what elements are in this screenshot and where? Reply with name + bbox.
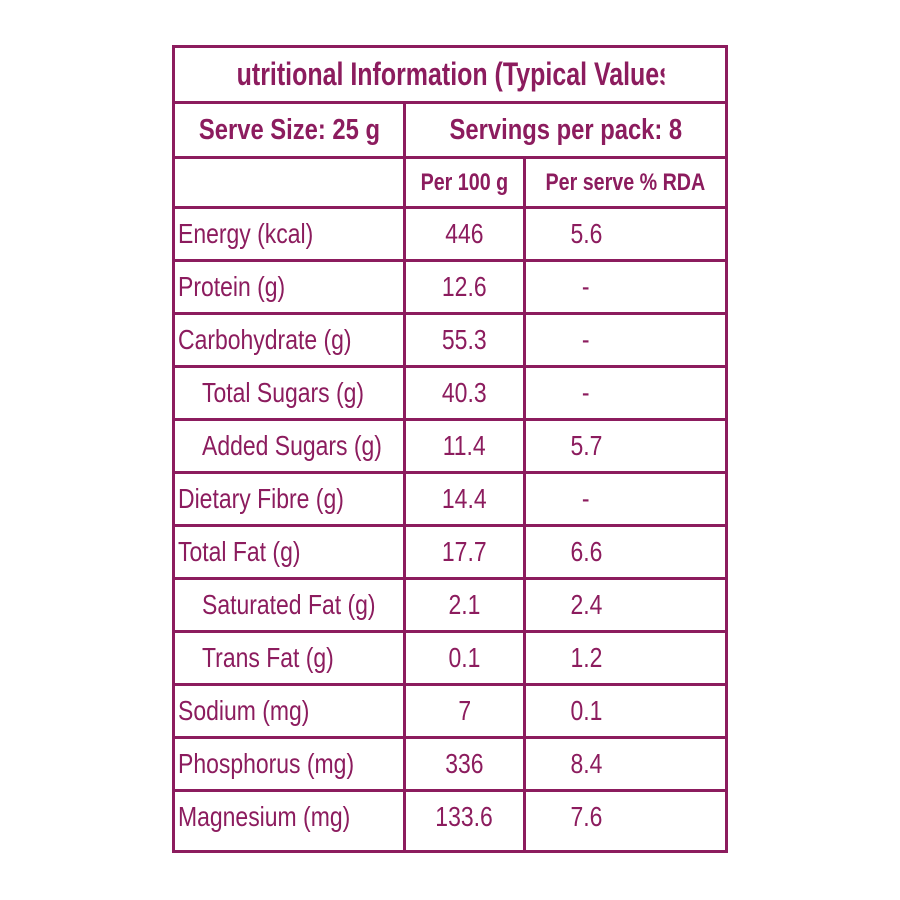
column-header-per-100g: Per 100 g <box>406 159 523 206</box>
value-rda-text: - <box>582 324 590 355</box>
row-divider <box>175 365 725 368</box>
column-header-rda: Per serve % RDA <box>526 159 725 206</box>
value-per-100g-text: 14.4 <box>442 483 487 514</box>
serve-column-divider <box>403 101 406 156</box>
value-per-100g: 133.6 <box>406 792 523 842</box>
column-header-divider <box>175 206 725 209</box>
value-per-100g-text: 7 <box>458 695 471 726</box>
value-rda-text: 5.7 <box>570 430 602 461</box>
nutrient-name: Total Fat (g) <box>178 527 403 577</box>
row-divider <box>175 630 725 633</box>
value-rda: - <box>526 262 646 312</box>
nutrient-name-text: Sodium (mg) <box>178 695 310 726</box>
value-per-100g-text: 12.6 <box>442 271 487 302</box>
row-divider <box>175 418 725 421</box>
nutrient-name-text: Total Fat (g) <box>178 536 301 567</box>
value-per-100g-text: 0.1 <box>448 642 481 673</box>
value-per-100g-text: 336 <box>445 748 484 779</box>
value-rda: 5.6 <box>526 209 646 259</box>
nutrient-name: Magnesium (mg) <box>178 792 403 842</box>
serve-divider <box>175 156 725 159</box>
value-rda-text: - <box>582 483 590 514</box>
row-divider <box>175 577 725 580</box>
value-per-100g: 336 <box>406 739 523 789</box>
servings-per-pack-text: Servings per pack: 8 <box>449 113 682 146</box>
value-rda-text: 1.2 <box>570 642 602 673</box>
row-divider <box>175 524 725 527</box>
nutrient-name-text: Total Sugars (g) <box>202 377 365 408</box>
value-per-100g: 2.1 <box>406 580 523 630</box>
value-rda: 8.4 <box>526 739 646 789</box>
value-rda-text: 8.4 <box>570 748 602 779</box>
column-header-per-100g-text: Per 100 g <box>420 168 509 196</box>
value-rda: - <box>526 474 646 524</box>
value-rda: 6.6 <box>526 527 646 577</box>
value-per-100g: 7 <box>406 686 523 736</box>
nutrient-name: Trans Fat (g) <box>178 633 403 683</box>
value-rda: 7.6 <box>526 792 646 842</box>
title-divider <box>175 101 725 104</box>
value-rda-text: 7.6 <box>570 801 602 832</box>
value-rda: 1.2 <box>526 633 646 683</box>
row-divider <box>175 736 725 739</box>
value-rda-text: 2.4 <box>570 589 602 620</box>
value-rda-text: 6.6 <box>570 536 602 567</box>
column-header-rda-text: Per serve % RDA <box>545 168 706 196</box>
nutrient-name-text: Trans Fat (g) <box>202 642 334 673</box>
value-per-100g: 12.6 <box>406 262 523 312</box>
value-rda-text: - <box>582 271 590 302</box>
serve-size-text: Serve Size: 25 g <box>198 113 380 146</box>
value-per-100g-text: 17.7 <box>442 536 487 567</box>
value-per-100g-text: 11.4 <box>442 430 486 461</box>
value-per-100g: 55.3 <box>406 315 523 365</box>
nutrition-table <box>172 45 728 853</box>
row-divider <box>175 683 725 686</box>
servings-per-pack: Servings per pack: 8 <box>406 104 725 156</box>
nutrient-name: Energy (kcal) <box>178 209 403 259</box>
nutrient-name-text: Protein (g) <box>178 271 286 302</box>
nutrient-name-text: Dietary Fibre (g) <box>178 483 344 514</box>
value-per-100g: 11.4 <box>406 421 523 471</box>
value-per-100g-text: 446 <box>445 218 484 249</box>
value-rda: - <box>526 368 646 418</box>
row-divider <box>175 259 725 262</box>
value-per-100g-text: 40.3 <box>442 377 487 408</box>
nutrient-name-text: Carbohydrate (g) <box>178 324 352 355</box>
value-per-100g: 17.7 <box>406 527 523 577</box>
value-per-100g: 0.1 <box>406 633 523 683</box>
value-rda-text: 5.6 <box>570 218 602 249</box>
row-divider <box>175 789 725 792</box>
nutrient-name: Total Sugars (g) <box>178 368 403 418</box>
value-rda: 2.4 <box>526 580 646 630</box>
table-title: Nutritional Information (Typical Values) <box>235 55 665 92</box>
value-rda-text: 0.1 <box>570 695 602 726</box>
nutrient-name-text: Phosphorus (mg) <box>178 748 355 779</box>
rda-column-divider <box>523 156 526 850</box>
row-divider <box>175 471 725 474</box>
value-per-100g-text: 2.1 <box>448 589 481 620</box>
value-per-100g: 14.4 <box>406 474 523 524</box>
nutrient-name: Protein (g) <box>178 262 403 312</box>
nutrient-name: Carbohydrate (g) <box>178 315 403 365</box>
nutrient-name-text: Energy (kcal) <box>178 218 314 249</box>
nutrient-name: Saturated Fat (g) <box>178 580 403 630</box>
nutrient-name-text: Saturated Fat (g) <box>202 589 376 620</box>
serve-size: Serve Size: 25 g <box>175 104 403 156</box>
nutrient-name: Added Sugars (g) <box>178 421 403 471</box>
value-rda-text: - <box>582 377 590 408</box>
row-divider <box>175 312 725 315</box>
value-per-100g: 40.3 <box>406 368 523 418</box>
value-per-100g: 446 <box>406 209 523 259</box>
nutrient-name: Dietary Fibre (g) <box>178 474 403 524</box>
nutrient-name: Phosphorus (mg) <box>178 739 403 789</box>
nutrient-name-text: Added Sugars (g) <box>202 430 382 461</box>
value-rda: - <box>526 315 646 365</box>
value-rda: 5.7 <box>526 421 646 471</box>
value-per-100g-text: 133.6 <box>435 801 494 832</box>
value-rda: 0.1 <box>526 686 646 736</box>
nutrient-name-text: Magnesium (mg) <box>178 801 351 832</box>
value-per-100g-text: 55.3 <box>442 324 487 355</box>
nutrient-name: Sodium (mg) <box>178 686 403 736</box>
nutrient-column-divider <box>403 156 406 850</box>
